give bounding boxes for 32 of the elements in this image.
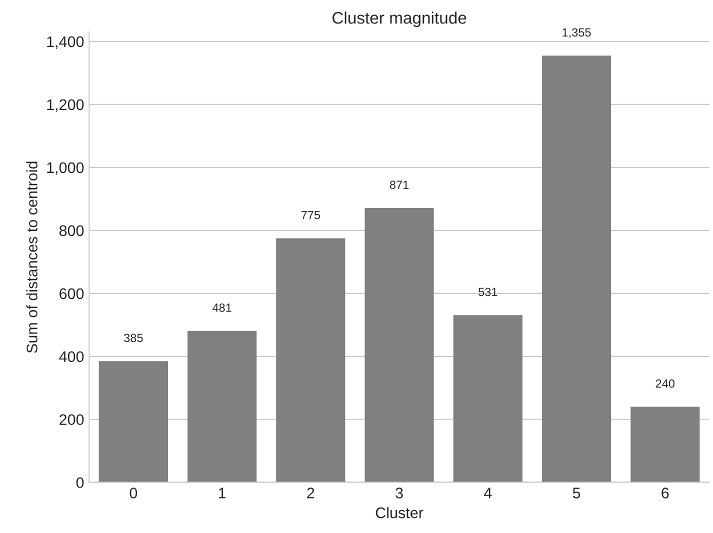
bar: [364, 208, 434, 482]
x-tick-label: 4: [484, 488, 492, 498]
y-tick-label: 800: [59, 225, 84, 236]
x-tick-label: 2: [307, 488, 314, 498]
data-label: 240: [656, 379, 675, 388]
data-label: 1,355: [562, 28, 591, 38]
y-tick-label: 600: [60, 288, 84, 300]
y-tick-label: 1,400: [47, 36, 84, 49]
x-tick-label: 1: [218, 488, 226, 498]
data-label: 775: [301, 211, 320, 220]
data-label: 531: [478, 288, 498, 296]
x-axis-title: Cluster: [376, 507, 424, 518]
bar: [630, 406, 700, 482]
data-label: 481: [212, 304, 232, 312]
data-label: 385: [124, 334, 143, 342]
x-tick-label: 6: [662, 488, 669, 498]
y-tick-label: 200: [60, 414, 84, 426]
x-tick-label: 5: [572, 488, 580, 498]
y-tick-label: 1,200: [47, 99, 84, 112]
bar: [276, 238, 346, 482]
chart-title: Cluster magnitude: [332, 12, 466, 28]
bar: [98, 361, 168, 482]
y-tick-label: 1,000: [47, 162, 84, 175]
bar: [453, 315, 522, 482]
x-tick-label: 0: [130, 488, 138, 498]
data-label: 871: [390, 180, 409, 190]
y-axis-title: Sum of distances to centroid: [26, 162, 38, 353]
y-tick-label: 400: [59, 351, 84, 362]
bar: [542, 56, 612, 482]
bar: [187, 330, 257, 482]
x-tick-label: 3: [396, 488, 403, 498]
y-tick-label: 0: [76, 477, 84, 488]
